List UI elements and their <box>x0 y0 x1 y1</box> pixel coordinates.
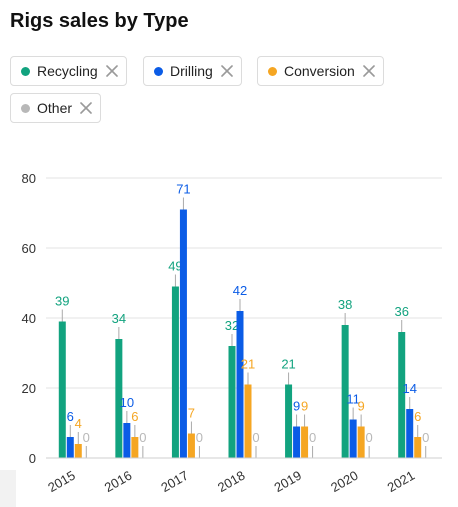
legend-chip-drilling[interactable]: Drilling <box>143 56 242 86</box>
data-label-drilling-2019: 9 <box>293 399 300 414</box>
data-label-conversion-2021: 6 <box>414 409 421 424</box>
y-tick-label: 20 <box>22 381 36 396</box>
close-icon[interactable] <box>220 65 233 77</box>
bar-recycling-2019 <box>285 384 293 458</box>
data-label-drilling-2016: 10 <box>120 395 134 410</box>
data-label-other-2016: 0 <box>139 430 146 445</box>
legend-chip-conversion[interactable]: Conversion <box>257 56 384 86</box>
bar-drilling-2016 <box>123 423 131 458</box>
bar-drilling-2017 <box>179 209 187 458</box>
bar-conversion-2016 <box>131 437 139 458</box>
data-label-recycling-2015: 39 <box>55 294 69 309</box>
close-icon[interactable] <box>80 102 92 114</box>
bar-conversion-2020 <box>357 426 365 458</box>
data-label-conversion-2015: 4 <box>75 416 82 431</box>
other-dot-icon <box>21 103 30 113</box>
data-label-recycling-2021: 36 <box>394 304 408 319</box>
bar-conversion-2015 <box>74 444 82 458</box>
x-tick-label: 2015 <box>45 468 78 495</box>
data-label-other-2021: 0 <box>422 430 429 445</box>
bar-recycling-2020 <box>341 325 349 458</box>
bar-recycling-2021 <box>398 332 406 458</box>
y-tick-label: 80 <box>22 171 36 186</box>
close-icon[interactable] <box>363 65 375 77</box>
data-label-drilling-2018: 42 <box>233 283 247 298</box>
y-tick-label: 0 <box>29 451 36 466</box>
x-tick-label: 2020 <box>328 468 361 495</box>
y-tick-label: 40 <box>22 311 36 326</box>
legend-label-recycling: Recycling <box>37 63 98 79</box>
bar-drilling-2021 <box>406 409 414 458</box>
x-tick-label: 2019 <box>272 468 305 495</box>
bar-recycling-2016 <box>115 339 123 458</box>
legend-chip-other[interactable]: Other <box>10 93 102 123</box>
data-label-recycling-2020: 38 <box>338 297 352 312</box>
legend-label-conversion: Conversion <box>284 63 355 79</box>
data-label-drilling-2021: 14 <box>402 381 416 396</box>
legend-chip-recycling[interactable]: Recycling <box>10 56 127 86</box>
x-tick-label: 2021 <box>385 468 418 495</box>
data-label-other-2018: 0 <box>252 430 259 445</box>
data-label-other-2020: 0 <box>366 430 373 445</box>
data-label-other-2017: 0 <box>196 430 203 445</box>
chart-title: Rigs sales by Type <box>10 10 189 32</box>
data-label-other-2019: 0 <box>309 430 316 445</box>
bar-drilling-2018 <box>236 311 244 458</box>
bar-drilling-2019 <box>293 426 301 458</box>
data-label-recycling-2017: 49 <box>168 259 182 274</box>
x-tick-label: 2016 <box>102 468 135 495</box>
conversion-dot-icon <box>268 66 277 76</box>
data-label-conversion-2016: 6 <box>131 409 138 424</box>
y-tick-label: 60 <box>22 241 36 256</box>
data-label-conversion-2018: 21 <box>241 357 255 372</box>
bar-drilling-2020 <box>349 419 357 458</box>
data-label-recycling-2018: 32 <box>225 318 239 333</box>
x-tick-label: 2018 <box>215 468 248 495</box>
bar-recycling-2015 <box>58 321 66 458</box>
legend-label-drilling: Drilling <box>170 63 213 79</box>
data-label-conversion-2020: 9 <box>358 399 365 414</box>
bar-conversion-2019 <box>301 426 309 458</box>
data-label-drilling-2017: 71 <box>176 182 190 197</box>
recycling-dot-icon <box>21 66 30 76</box>
bar-conversion-2018 <box>244 384 252 458</box>
x-tick-label: 2017 <box>158 468 191 495</box>
data-label-conversion-2017: 7 <box>188 406 195 421</box>
data-label-conversion-2019: 9 <box>301 399 308 414</box>
bar-conversion-2021 <box>414 437 422 458</box>
scroll-edge <box>0 470 16 507</box>
data-label-recycling-2016: 34 <box>112 311 126 326</box>
bar-recycling-2017 <box>171 286 179 458</box>
data-label-drilling-2020: 11 <box>346 392 360 407</box>
legend-label-other: Other <box>37 100 73 116</box>
data-label-drilling-2015: 6 <box>67 409 74 424</box>
bar-conversion-2017 <box>187 433 195 458</box>
bar-drilling-2015 <box>66 437 74 458</box>
bar-recycling-2018 <box>228 346 236 458</box>
data-label-other-2015: 0 <box>83 430 90 445</box>
data-label-recycling-2019: 21 <box>281 357 295 372</box>
drilling-dot-icon <box>154 66 163 76</box>
close-icon[interactable] <box>105 65 118 77</box>
